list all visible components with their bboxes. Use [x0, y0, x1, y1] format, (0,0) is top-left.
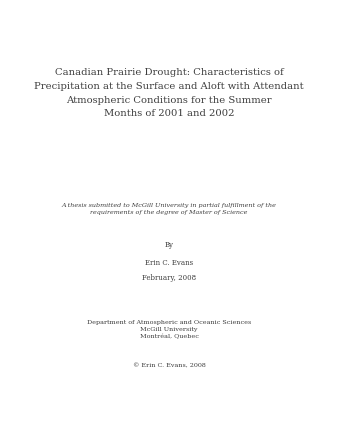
Text: A thesis submitted to McGill University in partial fulfillment of the
requiremen: A thesis submitted to McGill University … — [62, 203, 276, 215]
Text: February, 2008: February, 2008 — [142, 274, 196, 282]
Text: By: By — [165, 241, 173, 249]
Text: Department of Atmospheric and Oceanic Sciences
McGill University
Montréal, Quebe: Department of Atmospheric and Oceanic Sc… — [87, 320, 251, 339]
Text: Erin C. Evans: Erin C. Evans — [145, 259, 193, 267]
Text: Canadian Prairie Drought: Characteristics of
Precipitation at the Surface and Al: Canadian Prairie Drought: Characteristic… — [34, 68, 304, 118]
Text: © Erin C. Evans, 2008: © Erin C. Evans, 2008 — [132, 364, 206, 369]
